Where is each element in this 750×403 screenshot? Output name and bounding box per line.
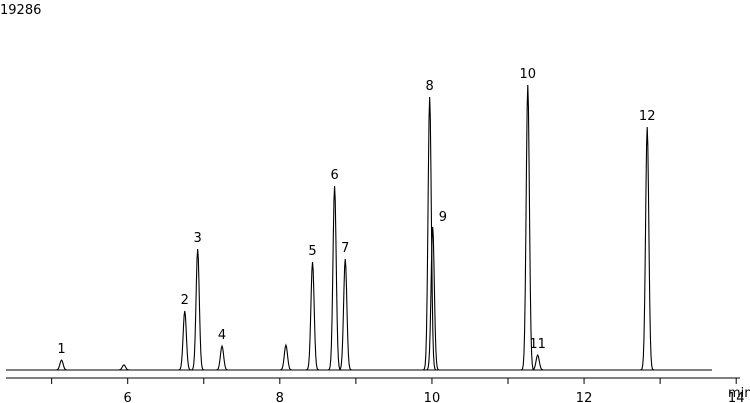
- peak-label: 3: [194, 231, 202, 246]
- peak: [177, 310, 193, 371]
- peak: [326, 186, 343, 371]
- x-tick-label: 10: [424, 391, 441, 403]
- peak: [278, 343, 294, 371]
- chart-title: 19286: [0, 3, 41, 18]
- peak: [639, 126, 655, 371]
- peak-label: 7: [341, 241, 349, 256]
- peak-label: 10: [520, 67, 537, 82]
- x-tick-label: 14: [728, 391, 745, 403]
- peak: [304, 261, 321, 371]
- peak: [425, 226, 441, 371]
- peak: [53, 359, 70, 371]
- peak-label: 11: [529, 337, 546, 352]
- peak: [520, 84, 536, 371]
- x-tick-label: 12: [576, 391, 593, 403]
- x-tick-label: 6: [124, 391, 132, 403]
- peak: [189, 249, 206, 371]
- x-axis-label: min: [728, 386, 750, 401]
- peak: [214, 344, 230, 371]
- peak-label: 4: [218, 328, 226, 343]
- peak-label: 1: [57, 342, 65, 357]
- peak-label: 12: [639, 109, 656, 124]
- x-tick-label: 8: [276, 391, 284, 403]
- peak-label: 5: [308, 244, 316, 259]
- peak-label: 8: [426, 79, 434, 94]
- peak: [529, 353, 546, 371]
- peak: [421, 96, 438, 371]
- peak-label: 9: [439, 210, 447, 225]
- peak: [337, 258, 353, 371]
- peak-label: 6: [330, 168, 338, 183]
- peak: [116, 364, 132, 371]
- peak-label: 2: [181, 293, 189, 308]
